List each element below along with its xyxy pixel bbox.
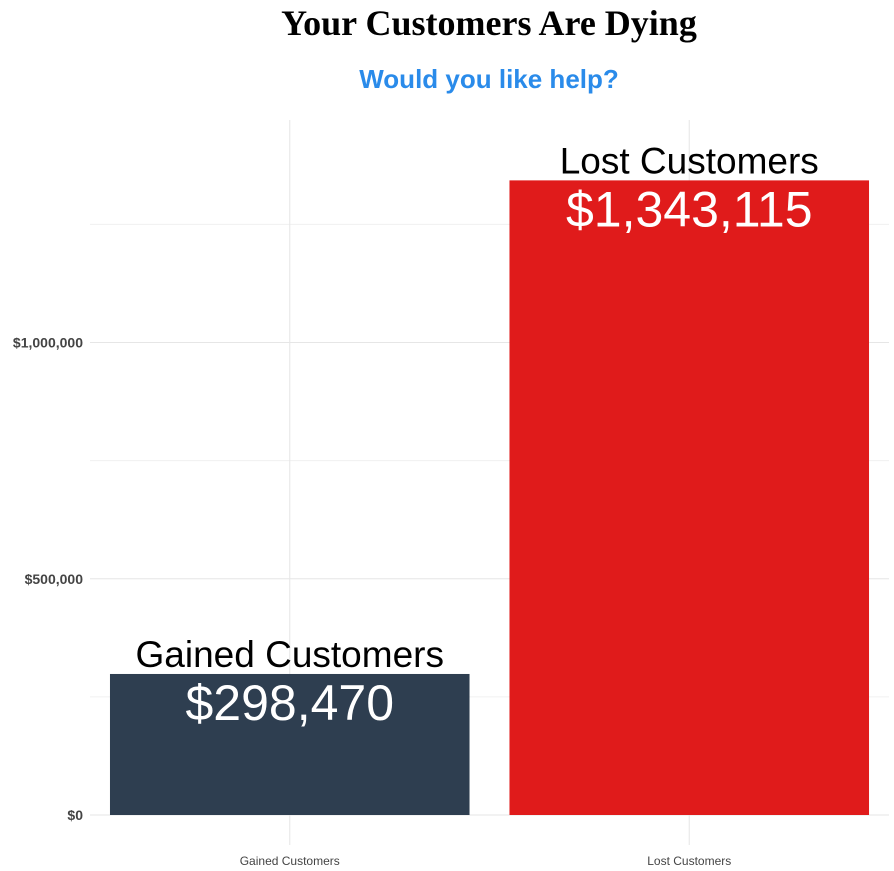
chart-title: Your Customers Are Dying [281,3,697,43]
bar-value-label: $1,343,115 [566,181,813,237]
y-axis: $0 $500,000 $1,000,000 [13,335,83,824]
bar [509,180,870,815]
bar [109,673,470,815]
bar-category-label: Lost Customers [560,140,819,181]
bar-value-label: $298,470 [185,675,394,731]
bar-category-label: Gained Customers [136,634,444,675]
y-tick-label: $1,000,000 [13,335,83,351]
x-tick-label: Lost Customers [647,854,731,868]
x-axis: Gained Customers Lost Customers [240,854,732,868]
y-tick-label: $500,000 [25,571,84,587]
y-tick-label: $0 [67,807,83,823]
bars: Gained Customers$298,470 Lost Customers$1… [109,140,870,815]
chart-subtitle: Would you like help? [359,64,619,94]
x-tick-label: Gained Customers [240,854,340,868]
